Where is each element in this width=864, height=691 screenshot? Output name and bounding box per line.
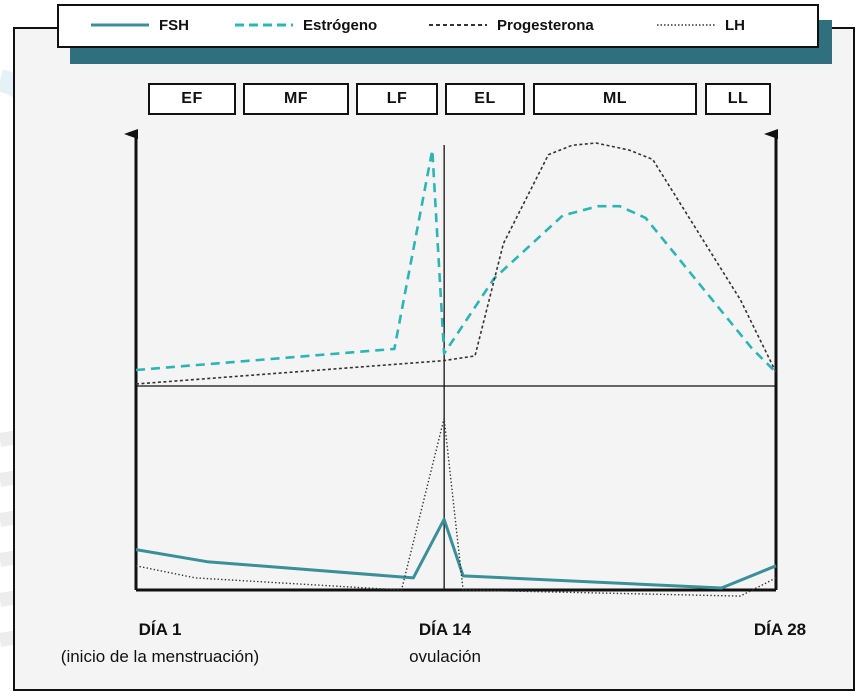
x-label-day-28: DÍA 28 (753, 620, 807, 639)
legend-swatch-progesterona (429, 24, 487, 26)
x-label-day-1: DÍA 1 (138, 620, 182, 639)
series-line-lh (135, 417, 777, 597)
legend-swatch-lh (657, 24, 715, 26)
legend-swatch-estrogeno (235, 23, 293, 27)
x-sublabel-day-1: (inicio de la menstruación) (60, 647, 260, 666)
legend: FSH Estrógeno Progesterona LH (57, 4, 819, 48)
chart-frame (13, 27, 855, 691)
chart-axes (124, 129, 778, 592)
legend-label-lh: LH (725, 16, 745, 34)
phase-box-ll: LL (705, 83, 771, 115)
legend-item-fsh: FSH (91, 12, 189, 38)
x-label-day-14: DÍA 14 (418, 620, 472, 639)
phase-box-mf: MF (243, 83, 349, 115)
phase-box-el: EL (445, 83, 525, 115)
series-line-fsh (135, 517, 777, 590)
legend-label-estrogeno: Estrógeno (303, 16, 378, 34)
legend-item-lh: LH (657, 12, 745, 38)
legend-label-fsh: FSH (159, 16, 189, 34)
series-line-estrogeno (135, 148, 777, 374)
legend-swatch-fsh (91, 23, 149, 27)
phase-box-ml: ML (533, 83, 697, 115)
phase-box-lf: LF (356, 83, 438, 115)
chart-series (135, 142, 777, 597)
series-line-progesterona (135, 142, 777, 385)
x-sublabel-day-14: ovulación (409, 647, 481, 666)
legend-label-progesterona: Progesterona (497, 16, 594, 34)
legend-item-progesterona: Progesterona (429, 12, 594, 38)
legend-item-estrogeno: Estrógeno (235, 12, 377, 38)
phase-box-ef: EF (148, 83, 236, 115)
